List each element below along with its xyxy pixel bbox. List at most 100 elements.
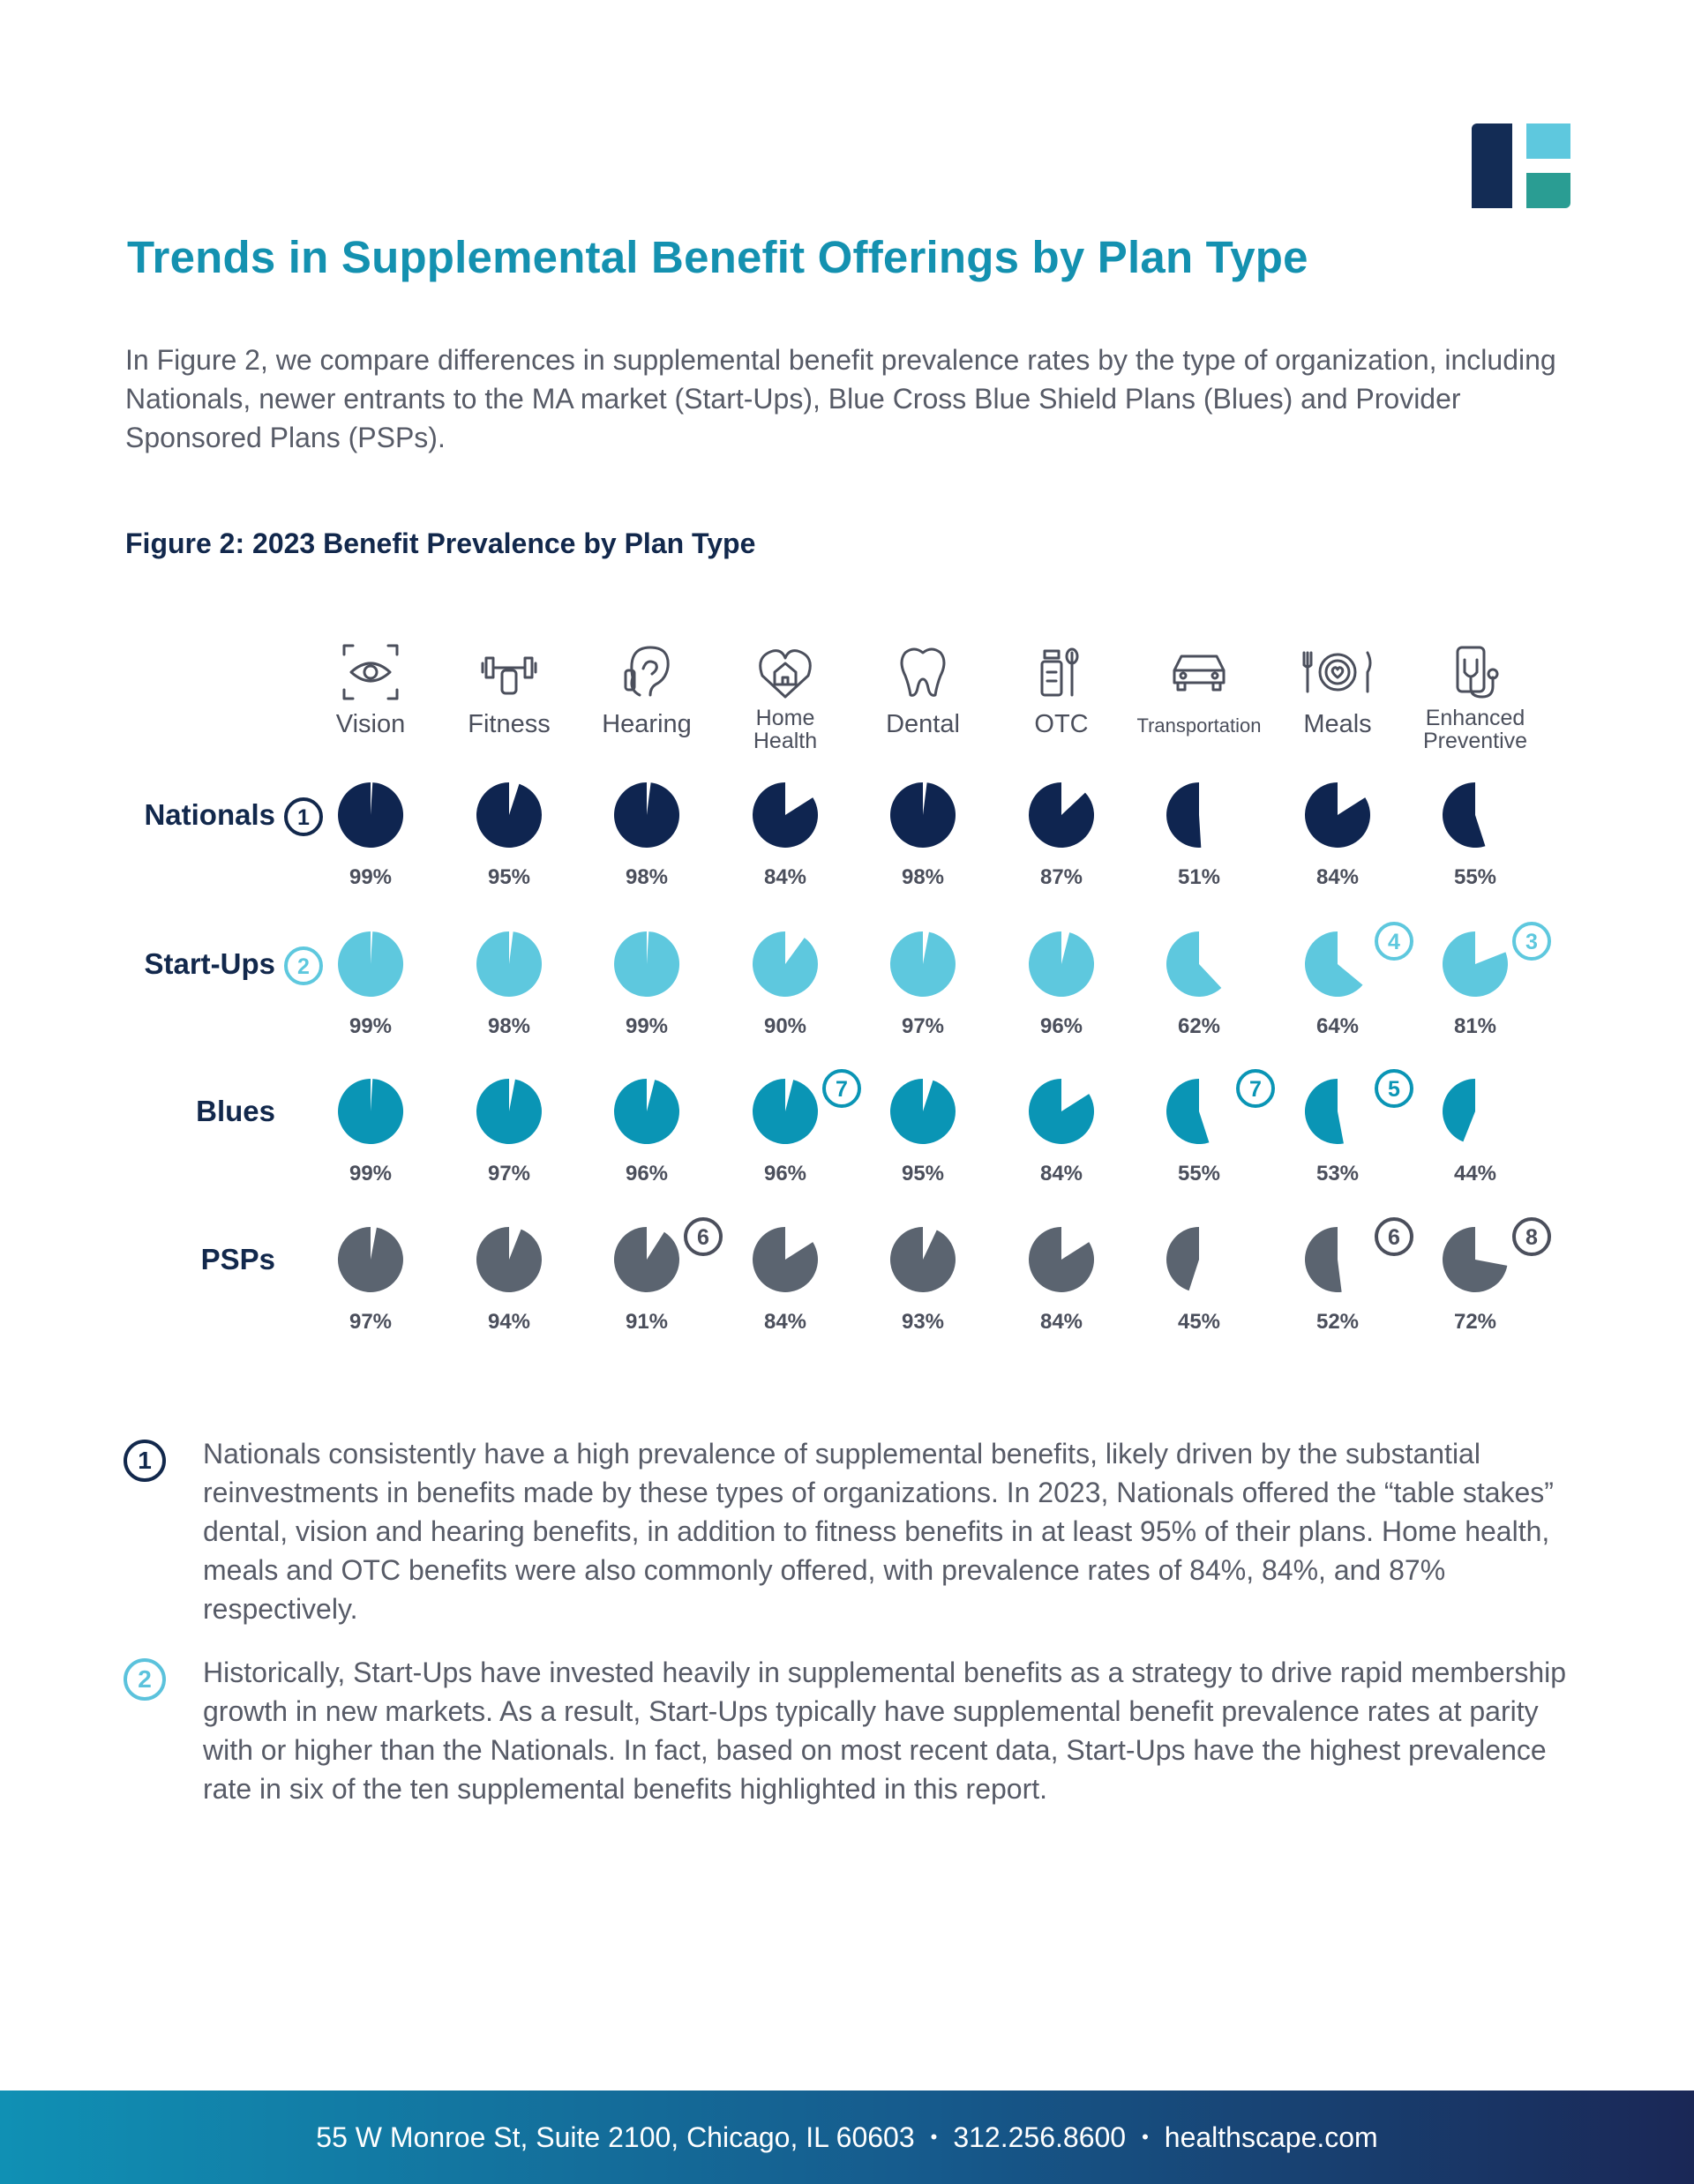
pie-mark	[890, 782, 956, 848]
svg-text:1: 1	[297, 805, 310, 830]
value-label: 96%	[764, 1162, 806, 1185]
footer-separator: •	[1142, 2126, 1149, 2148]
dumbbell-icon	[481, 656, 537, 695]
pie-mark	[1443, 1079, 1475, 1142]
svg-text:8: 8	[1525, 1225, 1538, 1250]
pie-mark	[889, 1079, 956, 1144]
svg-text:7: 7	[1249, 1077, 1262, 1102]
value-label: 99%	[349, 1014, 392, 1038]
note-text: Nationals consistently have a high preva…	[203, 1438, 1554, 1625]
svg-text:5: 5	[1388, 1077, 1400, 1102]
logo-square-green	[1526, 173, 1570, 208]
footer: 55 W Monroe St, Suite 2100, Chicago, IL …	[0, 2091, 1694, 2184]
category-label: Dental	[886, 710, 960, 738]
note-number-badge: 2	[124, 1658, 166, 1701]
pie-mark	[1029, 1079, 1095, 1144]
pie-mark	[752, 931, 818, 997]
pie-mark	[1304, 931, 1363, 997]
ear-icon	[624, 646, 670, 697]
value-label: 72%	[1454, 1310, 1496, 1334]
series-label: Nationals	[144, 798, 275, 831]
category-label: Vision	[336, 710, 405, 738]
value-label: 44%	[1454, 1162, 1496, 1185]
callout-badge: 5	[1375, 1069, 1413, 1108]
value-label: 84%	[1040, 1310, 1083, 1334]
logo-bar-navy	[1472, 123, 1512, 208]
note-1: 1 Nationals consistently have a high pre…	[124, 1434, 1579, 1628]
svg-text:6: 6	[697, 1225, 709, 1250]
stethoscope-phone-icon	[1456, 646, 1499, 699]
value-label: 96%	[1040, 1014, 1083, 1038]
value-label: 84%	[764, 1310, 806, 1334]
svg-text:4: 4	[1388, 930, 1400, 954]
value-label: 90%	[764, 1014, 806, 1038]
pie-mark	[614, 782, 680, 848]
healthscape-logo	[1472, 123, 1570, 208]
pie-mark	[614, 931, 680, 997]
pie-mark	[476, 1227, 542, 1293]
category-label: OTC	[1034, 710, 1088, 738]
series-label: PSPs	[201, 1243, 275, 1275]
tooth-icon	[900, 647, 946, 697]
pie-mark	[1029, 931, 1095, 997]
home-heart-icon	[759, 649, 812, 699]
callout-badge: 7	[1236, 1069, 1275, 1108]
pie-mark	[1442, 1227, 1508, 1292]
value-label: 97%	[902, 1014, 944, 1038]
logo-square-light	[1526, 123, 1570, 159]
svg-text:2: 2	[297, 954, 310, 979]
value-label: 84%	[764, 865, 806, 889]
value-label: 81%	[1454, 1014, 1496, 1038]
series-label: Start-Ups	[144, 947, 275, 980]
value-label: 98%	[902, 865, 944, 889]
value-label: 97%	[349, 1310, 392, 1334]
value-label: 99%	[349, 1162, 392, 1185]
note-number-badge: 1	[124, 1440, 166, 1482]
pie-mark	[753, 1227, 819, 1292]
footer-phone[interactable]: 312.256.8600	[953, 2120, 1127, 2153]
page-title: Trends in Supplemental Benefit Offerings…	[127, 232, 1308, 282]
pie-mark	[338, 1079, 404, 1144]
eye-icon	[342, 644, 399, 700]
value-label: 95%	[902, 1162, 944, 1185]
note-2: 2 Historically, Start-Ups have invested …	[124, 1653, 1579, 1808]
car-icon	[1173, 654, 1226, 692]
footer-website[interactable]: healthscape.com	[1164, 2120, 1378, 2153]
value-label: 97%	[488, 1162, 530, 1185]
value-label: 62%	[1178, 1014, 1220, 1038]
notes: 1 Nationals consistently have a high pre…	[124, 1434, 1579, 1833]
pie-mark	[476, 931, 543, 997]
figure-title: Figure 2: 2023 Benefit Prevalence by Pla…	[125, 527, 756, 559]
category-label: Enhanced Preventive	[1423, 706, 1527, 753]
pie-mark	[614, 1227, 680, 1292]
footer-address: 55 W Monroe St, Suite 2100, Chicago, IL …	[316, 2120, 915, 2153]
category-label: Hearing	[602, 710, 692, 738]
category-label: Meals	[1303, 710, 1371, 738]
callout-badge: 3	[1512, 922, 1551, 961]
pie-mark	[338, 931, 404, 997]
callout-badge: 7	[822, 1069, 861, 1108]
value-label: 51%	[1178, 865, 1220, 889]
value-label: 84%	[1040, 1162, 1083, 1185]
value-label: 96%	[626, 1162, 668, 1185]
value-label: 91%	[626, 1310, 668, 1334]
footer-separator: •	[930, 2126, 938, 2148]
pie-mark	[338, 782, 404, 848]
note-text: Historically, Start-Ups have invested he…	[203, 1657, 1567, 1805]
medicine-bottle-icon	[1040, 647, 1079, 697]
value-label: 94%	[488, 1310, 530, 1334]
value-label: 87%	[1040, 865, 1083, 889]
pie-mark	[1028, 782, 1094, 848]
pie-mark	[476, 1079, 542, 1144]
pie-mark	[1442, 782, 1486, 848]
pie-mark	[1166, 1227, 1199, 1291]
value-label: 95%	[488, 865, 530, 889]
value-label: 64%	[1316, 1014, 1359, 1038]
value-label: 84%	[1316, 865, 1359, 889]
value-label: 98%	[488, 1014, 530, 1038]
pie-mark	[889, 1227, 956, 1292]
value-label: 55%	[1178, 1162, 1220, 1185]
value-label: 99%	[626, 1014, 668, 1038]
intro-paragraph: In Figure 2, we compare differences in s…	[125, 344, 1556, 453]
benefit-prevalence-chart: Vision Fitness Hearing Home Health Dental OTC T…	[144, 644, 1551, 1334]
